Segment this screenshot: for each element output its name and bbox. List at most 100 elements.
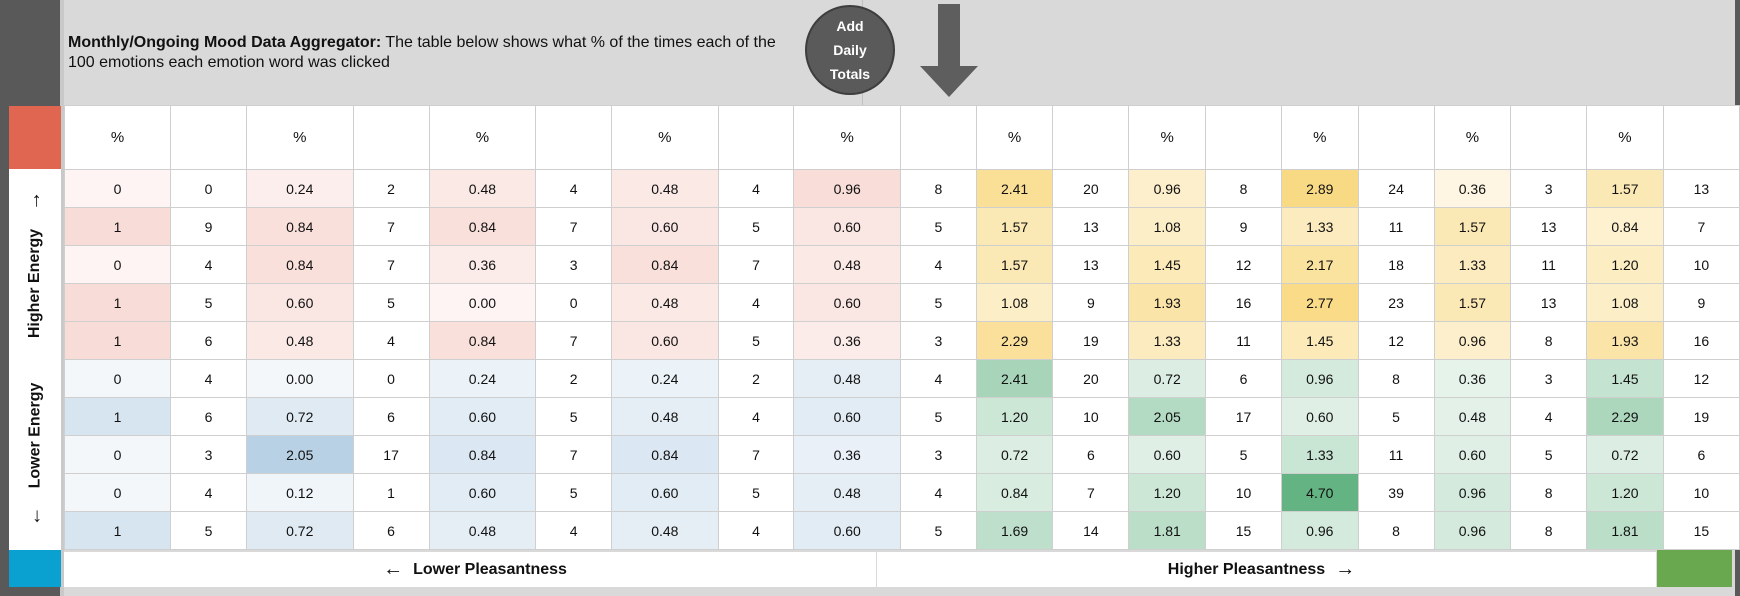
percent-cell[interactable]: 0.72 [245,397,354,436]
percent-cell[interactable]: 0.00 [245,359,354,398]
count-cell[interactable]: 12 [1357,321,1435,360]
percent-cell[interactable]: 0.36 [1433,359,1512,398]
count-cell[interactable]: 4 [170,473,247,512]
count-cell[interactable]: 19 [1052,321,1130,360]
percent-cell[interactable]: 1.08 [975,283,1054,322]
count-cell[interactable]: 5 [899,283,977,322]
count-cell[interactable]: 4 [717,397,795,436]
count-cell[interactable]: 11 [1510,245,1588,284]
count-cell[interactable]: 8 [1357,511,1435,550]
percent-cell[interactable]: 0.00 [428,283,537,322]
count-cell[interactable]: 7 [1052,473,1130,512]
percent-cell[interactable]: 1.81 [1586,511,1664,550]
count-cell[interactable]: 10 [1052,397,1130,436]
count-cell[interactable]: 20 [1052,169,1130,208]
count-cell[interactable]: 5 [717,321,795,360]
percent-cell[interactable]: 1.45 [1586,359,1664,398]
count-cell[interactable]: 7 [535,435,613,474]
percent-cell[interactable]: 0.96 [1128,169,1206,208]
percent-cell[interactable]: 0.60 [611,473,719,512]
percent-cell[interactable]: 4.70 [1281,473,1359,512]
count-cell[interactable]: 4 [170,245,247,284]
percent-cell[interactable]: 0.36 [1433,169,1512,208]
count-cell[interactable]: 11 [1357,435,1435,474]
count-cell[interactable]: 13 [1052,245,1130,284]
count-cell[interactable]: 5 [170,511,247,550]
percent-cell[interactable]: 0.60 [793,283,901,322]
count-cell[interactable]: 7 [717,245,795,284]
count-cell[interactable]: 17 [352,435,430,474]
percent-cell[interactable]: 2.77 [1281,283,1359,322]
count-cell[interactable]: 3 [1510,169,1588,208]
count-cell[interactable]: 4 [717,511,795,550]
percent-cell[interactable]: 1.57 [975,207,1054,246]
percent-cell[interactable]: 0.60 [428,397,537,436]
count-cell[interactable]: 16 [1204,283,1283,322]
count-cell[interactable]: 4 [717,283,795,322]
percent-cell[interactable]: 0.96 [793,169,901,208]
percent-cell[interactable]: 1.57 [1586,169,1664,208]
count-cell[interactable]: 6 [352,511,430,550]
percent-cell[interactable]: 2.41 [975,359,1054,398]
count-cell[interactable]: 9 [1204,207,1283,246]
percent-cell[interactable]: 0.60 [1128,435,1206,474]
count-cell[interactable]: 0 [535,283,613,322]
count-cell[interactable]: 5 [899,511,977,550]
count-cell[interactable]: 5 [1510,435,1588,474]
count-cell[interactable]: 6 [352,397,430,436]
percent-cell[interactable]: 1.20 [1586,473,1664,512]
percent-cell[interactable]: 0.84 [975,473,1054,512]
count-cell[interactable]: 3 [1510,359,1588,398]
percent-cell[interactable]: 0.60 [245,283,354,322]
count-cell[interactable]: 4 [899,473,977,512]
count-cell[interactable]: 4 [899,359,977,398]
percent-cell[interactable]: 0.48 [793,473,901,512]
count-cell[interactable]: 7 [717,435,795,474]
percent-cell[interactable]: 2.89 [1281,169,1359,208]
percent-cell[interactable]: 1 [63,511,172,550]
percent-cell[interactable]: 1.57 [1433,283,1512,322]
count-cell[interactable]: 2 [352,169,430,208]
percent-cell[interactable]: 0.96 [1281,511,1359,550]
percent-cell[interactable]: 1.20 [1128,473,1206,512]
count-cell[interactable]: 24 [1357,169,1435,208]
count-cell[interactable]: 7 [352,245,430,284]
percent-cell[interactable]: 0.84 [428,207,537,246]
count-cell[interactable]: 4 [535,169,613,208]
count-cell[interactable]: 8 [1510,511,1588,550]
percent-cell[interactable]: 1 [63,283,172,322]
percent-cell[interactable]: 0.84 [611,245,719,284]
count-cell[interactable]: 14 [1052,511,1130,550]
percent-cell[interactable]: 2.29 [975,321,1054,360]
count-cell[interactable]: 5 [1204,435,1283,474]
count-cell[interactable]: 5 [170,283,247,322]
count-cell[interactable]: 2 [535,359,613,398]
count-cell[interactable]: 8 [899,169,977,208]
count-cell[interactable]: 9 [170,207,247,246]
percent-cell[interactable]: 1.93 [1128,283,1206,322]
count-cell[interactable]: 10 [1204,473,1283,512]
percent-cell[interactable]: 0.48 [611,511,719,550]
count-cell[interactable]: 7 [1662,207,1740,246]
count-cell[interactable]: 5 [352,283,430,322]
percent-cell[interactable]: 1.69 [975,511,1054,550]
count-cell[interactable]: 5 [899,397,977,436]
percent-cell[interactable]: 0.72 [1128,359,1206,398]
count-cell[interactable]: 5 [1357,397,1435,436]
percent-cell[interactable]: 2.05 [245,435,354,474]
percent-cell[interactable]: 1.33 [1281,435,1359,474]
count-cell[interactable]: 0 [352,359,430,398]
percent-cell[interactable]: 0.60 [793,207,901,246]
count-cell[interactable]: 19 [1662,397,1740,436]
count-cell[interactable]: 4 [899,245,977,284]
count-cell[interactable]: 13 [1662,169,1740,208]
count-cell[interactable]: 8 [1357,359,1435,398]
percent-cell[interactable]: 0.36 [428,245,537,284]
count-cell[interactable]: 10 [1662,245,1740,284]
percent-cell[interactable]: 0.60 [428,473,537,512]
percent-cell[interactable]: 1 [63,321,172,360]
percent-cell[interactable]: 0.60 [1433,435,1512,474]
percent-cell[interactable]: 0.60 [793,511,901,550]
percent-cell[interactable]: 0.48 [611,169,719,208]
count-cell[interactable]: 12 [1662,359,1740,398]
